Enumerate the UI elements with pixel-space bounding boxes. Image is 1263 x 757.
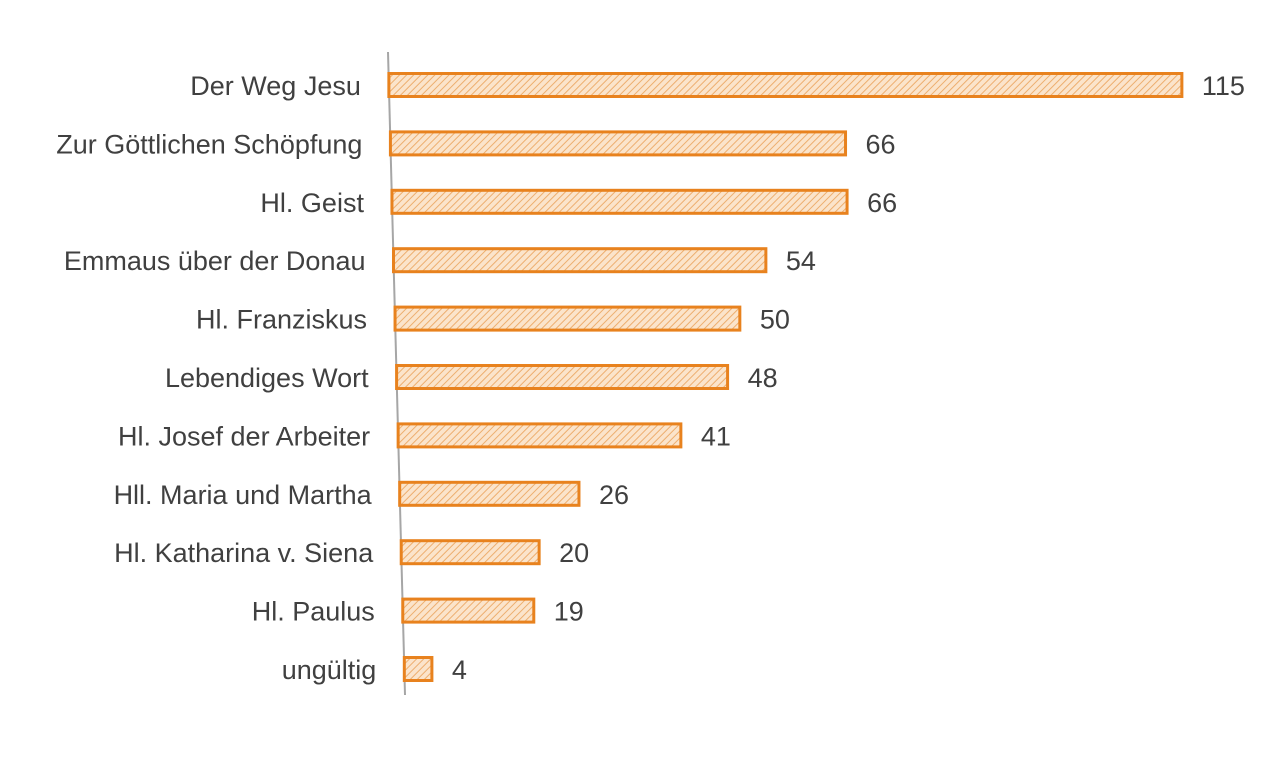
bar	[396, 422, 683, 449]
data-label: 50	[760, 305, 790, 335]
bar	[388, 130, 848, 157]
bars-group	[387, 72, 1184, 682]
data-label: 54	[786, 246, 816, 276]
data-label: 19	[554, 597, 584, 627]
category-label: Lebendiges Wort	[165, 363, 369, 393]
data-label: 66	[866, 129, 896, 159]
bar	[401, 597, 536, 624]
bar	[390, 188, 849, 215]
category-label: ungültig	[282, 655, 377, 685]
data-label: 41	[701, 421, 731, 451]
category-labels-group: Der Weg Jesu Zur Göttlichen Schöpfung Hl. …	[56, 71, 376, 685]
bar	[402, 656, 434, 682]
category-label: Hll. Maria und Martha	[114, 480, 373, 510]
bar	[387, 72, 1184, 98]
data-label: 26	[599, 480, 629, 510]
bar	[398, 480, 581, 507]
data-labels-group: 115 66 66 54 50 48 41 26 20 19 4	[452, 71, 1245, 685]
data-label: 115	[1202, 71, 1245, 101]
category-label: Emmaus über der Donau	[64, 246, 366, 276]
bar	[395, 364, 730, 390]
data-label: 20	[559, 538, 589, 568]
category-label: Hl. Josef der Arbeiter	[118, 421, 370, 451]
bar	[392, 247, 768, 274]
data-label: 4	[452, 655, 467, 685]
category-label: Zur Göttlichen Schöpfung	[56, 129, 362, 159]
data-label: 48	[748, 363, 778, 393]
category-label: Hl. Paulus	[252, 597, 375, 627]
category-label: Der Weg Jesu	[190, 71, 361, 101]
data-label: 66	[867, 188, 897, 218]
category-label: Hl. Geist	[260, 188, 364, 218]
bar	[399, 539, 541, 566]
category-label: Hl. Katharina v. Siena	[114, 538, 374, 568]
bar	[393, 305, 742, 332]
category-label: Hl. Franziskus	[196, 305, 367, 335]
